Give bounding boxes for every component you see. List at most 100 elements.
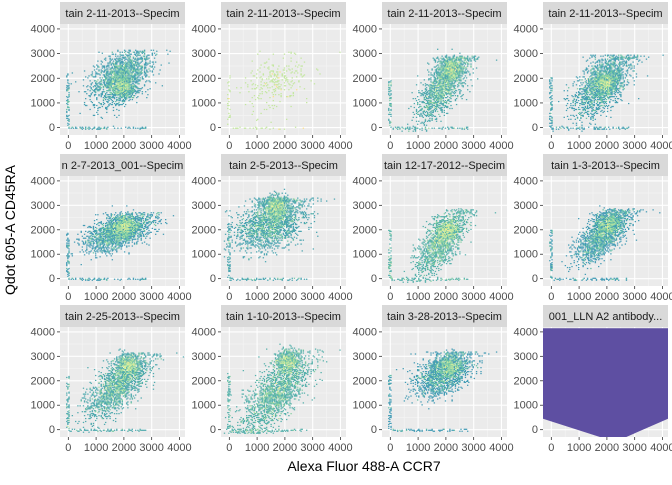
density-cell	[144, 54, 145, 55]
density-cell	[152, 66, 153, 67]
density-cell	[126, 55, 127, 56]
density-cell	[572, 85, 573, 86]
density-cell	[585, 85, 586, 86]
density-cell	[607, 108, 608, 109]
density-cell	[97, 114, 98, 115]
density-cell	[617, 98, 618, 99]
density-cell	[597, 113, 598, 114]
y-tick-label: 3000	[353, 48, 377, 60]
density-cell	[429, 114, 430, 115]
density-cell	[580, 82, 581, 83]
density-cell	[273, 128, 274, 129]
density-cell	[273, 70, 274, 71]
density-cell	[599, 93, 600, 94]
density-cell	[431, 116, 432, 117]
density-cell	[117, 79, 118, 80]
density-cell	[125, 72, 126, 73]
density-cell	[89, 95, 90, 96]
density-cell	[399, 128, 400, 129]
density-cell	[104, 127, 105, 128]
density-cell	[133, 86, 134, 87]
density-cell	[636, 76, 637, 77]
density-cell	[105, 95, 106, 96]
density-cell	[469, 73, 470, 74]
density-cell	[306, 98, 307, 99]
density-cell	[114, 128, 115, 129]
density-cell	[273, 54, 274, 55]
density-cell	[437, 72, 438, 73]
density-cell	[389, 125, 390, 126]
density-cell	[133, 91, 134, 92]
density-cell	[255, 84, 256, 85]
density-cell	[616, 96, 617, 97]
density-cell	[427, 91, 428, 92]
density-cell	[134, 59, 135, 60]
density-cell	[572, 123, 573, 124]
density-cell	[435, 85, 436, 86]
density-cell	[114, 83, 115, 84]
density-cell	[304, 61, 305, 62]
density-cell	[89, 80, 90, 81]
density-cell	[606, 95, 607, 96]
density-cell	[135, 128, 136, 129]
density-cell	[575, 119, 576, 120]
density-cell	[615, 98, 616, 99]
density-cell	[109, 71, 110, 72]
density-cell	[450, 81, 451, 82]
density-cell	[111, 74, 112, 75]
density-cell	[622, 59, 623, 60]
density-cell	[413, 126, 414, 127]
density-cell	[556, 127, 557, 128]
density-cell	[570, 128, 571, 129]
density-cell	[616, 91, 617, 92]
density-cell	[116, 109, 117, 110]
density-cell	[590, 70, 591, 71]
density-cell	[264, 109, 265, 110]
density-cell	[598, 104, 599, 105]
facet-panel: tain 2-11-2013--Specim010002000300040000…	[192, 2, 353, 152]
density-cell	[451, 108, 452, 109]
density-cell	[158, 229, 159, 230]
density-cell	[289, 96, 290, 97]
density-cell	[435, 78, 436, 79]
density-cell	[567, 90, 568, 91]
density-cell	[112, 52, 113, 53]
density-cell	[421, 90, 422, 91]
density-cell	[612, 128, 613, 129]
density-cell	[276, 106, 277, 107]
density-cell	[152, 71, 153, 72]
density-cell	[601, 129, 602, 130]
density-cell	[142, 93, 143, 94]
density-cell	[632, 77, 633, 78]
facet-strip-label: n 2-7-2013_001--Specim	[62, 160, 184, 172]
density-cell	[625, 58, 626, 59]
density-cell	[75, 81, 76, 82]
density-cell	[108, 104, 109, 105]
density-cell	[252, 70, 253, 71]
density-cell	[448, 89, 449, 90]
density-cell	[606, 90, 607, 91]
density-cell	[459, 53, 460, 54]
density-cell	[146, 97, 147, 98]
density-cell	[117, 51, 118, 52]
density-cell	[587, 68, 588, 69]
density-cell	[114, 63, 115, 64]
density-cell	[464, 128, 465, 129]
density-cell	[455, 85, 456, 86]
density-cell	[566, 105, 567, 106]
density-cell	[460, 96, 461, 97]
density-cell	[585, 110, 586, 111]
density-cell	[147, 89, 148, 90]
density-cell	[428, 120, 429, 121]
density-cell	[426, 98, 427, 99]
density-cell	[390, 116, 391, 117]
density-cell	[87, 128, 88, 129]
density-cell	[445, 105, 446, 106]
density-cell	[588, 92, 589, 93]
density-cell	[446, 80, 447, 81]
density-cell	[455, 80, 456, 81]
density-cell	[457, 84, 458, 85]
density-cell	[136, 68, 137, 69]
density-cell	[443, 59, 444, 60]
density-cell	[448, 70, 449, 71]
